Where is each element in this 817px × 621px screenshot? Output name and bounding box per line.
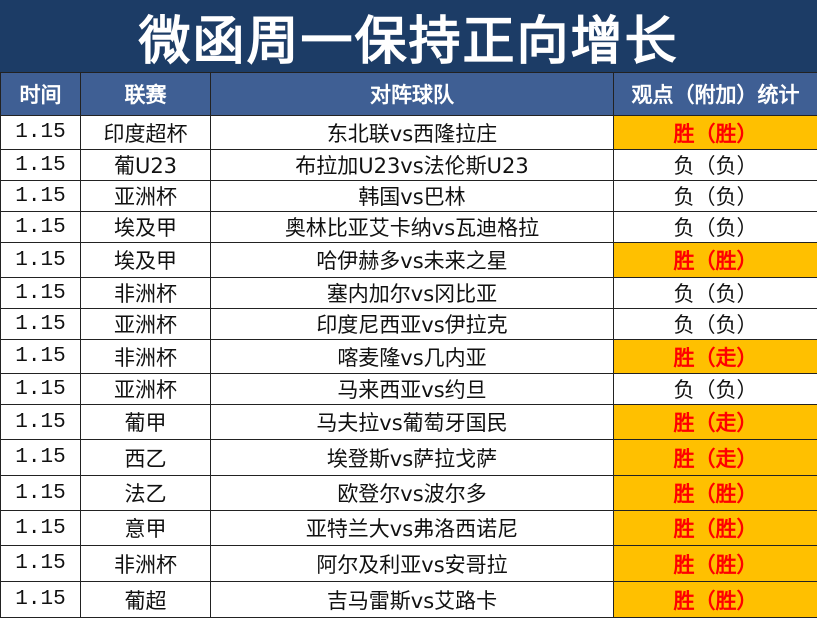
result-cell[interactable]: 负（负） bbox=[613, 211, 817, 243]
date-cell[interactable]: 1.15 bbox=[0, 149, 81, 181]
league-cell[interactable]: 亚洲杯 bbox=[80, 373, 211, 405]
table-row: 1.15 亚洲杯 印度尼西亚vs伊拉克 负（负） bbox=[0, 308, 817, 340]
date-cell[interactable]: 1.15 bbox=[0, 439, 81, 476]
date-cell[interactable]: 1.15 bbox=[0, 211, 81, 243]
date-cell[interactable]: 1.15 bbox=[0, 277, 81, 309]
result-cell[interactable]: 负（负） bbox=[613, 308, 817, 340]
match-cell[interactable]: 欧登尔vs波尔多 bbox=[210, 475, 614, 511]
match-cell[interactable]: 塞内加尔vs冈比亚 bbox=[210, 277, 614, 309]
date-cell[interactable]: 1.15 bbox=[0, 404, 81, 440]
league-cell[interactable]: 葡超 bbox=[80, 581, 211, 618]
match-cell[interactable]: 奥林比亚艾卡纳vs瓦迪格拉 bbox=[210, 211, 614, 243]
date-cell[interactable]: 1.15 bbox=[0, 373, 81, 405]
result-cell[interactable]: 胜（胜） bbox=[613, 510, 817, 546]
result-cell[interactable]: 胜（胜） bbox=[613, 475, 817, 511]
match-cell[interactable]: 阿尔及利亚vs安哥拉 bbox=[210, 545, 614, 582]
header-league[interactable]: 联赛 bbox=[80, 72, 211, 116]
table-row: 1.15 非洲杯 塞内加尔vs冈比亚 负（负） bbox=[0, 277, 817, 309]
result-cell[interactable]: 胜（胜） bbox=[613, 115, 817, 150]
match-cell[interactable]: 马来西亚vs约旦 bbox=[210, 373, 614, 405]
date-cell[interactable]: 1.15 bbox=[0, 581, 81, 618]
date-cell[interactable]: 1.15 bbox=[0, 475, 81, 511]
date-cell[interactable]: 1.15 bbox=[0, 339, 81, 374]
result-cell[interactable]: 胜（走） bbox=[613, 404, 817, 440]
league-cell[interactable]: 亚洲杯 bbox=[80, 180, 211, 212]
date-cell[interactable]: 1.15 bbox=[0, 545, 81, 582]
result-cell[interactable]: 胜（胜） bbox=[613, 545, 817, 582]
date-cell[interactable]: 1.15 bbox=[0, 308, 81, 340]
league-cell[interactable]: 法乙 bbox=[80, 475, 211, 511]
result-cell[interactable]: 胜（走） bbox=[613, 439, 817, 476]
league-cell[interactable]: 非洲杯 bbox=[80, 277, 211, 309]
date-cell[interactable]: 1.15 bbox=[0, 115, 81, 150]
league-cell[interactable]: 印度超杯 bbox=[80, 115, 211, 150]
table-row: 1.15 法乙 欧登尔vs波尔多 胜（胜） bbox=[0, 475, 817, 511]
header-row: 时间 联赛 对阵球队 观点（附加）统计 bbox=[0, 72, 817, 116]
match-cell[interactable]: 马夫拉vs葡萄牙国民 bbox=[210, 404, 614, 440]
table-row: 1.15 埃及甲 哈伊赫多vs未来之星 胜（胜） bbox=[0, 242, 817, 278]
league-cell[interactable]: 西乙 bbox=[80, 439, 211, 476]
result-cell[interactable]: 胜（走） bbox=[613, 339, 817, 374]
date-cell[interactable]: 1.15 bbox=[0, 242, 81, 278]
results-table: 时间 联赛 对阵球队 观点（附加）统计 1.15 印度超杯 东北联vs西隆拉庄 胜（胜… bbox=[0, 72, 817, 618]
league-cell[interactable]: 葡U23 bbox=[80, 149, 211, 181]
match-cell[interactable]: 东北联vs西隆拉庄 bbox=[210, 115, 614, 150]
result-cell[interactable]: 胜（胜） bbox=[613, 581, 817, 618]
match-cell[interactable]: 喀麦隆vs几内亚 bbox=[210, 339, 614, 374]
match-cell[interactable]: 哈伊赫多vs未来之星 bbox=[210, 242, 614, 278]
date-cell[interactable]: 1.15 bbox=[0, 510, 81, 546]
header-match[interactable]: 对阵球队 bbox=[210, 72, 614, 116]
table-row: 1.15 印度超杯 东北联vs西隆拉庄 胜（胜） bbox=[0, 115, 817, 150]
result-cell[interactable]: 负（负） bbox=[613, 180, 817, 212]
table-row: 1.15 葡超 吉马雷斯vs艾路卡 胜（胜） bbox=[0, 581, 817, 618]
league-cell[interactable]: 埃及甲 bbox=[80, 211, 211, 243]
table-row: 1.15 葡U23 布拉加U23vs法伦斯U23 负（负） bbox=[0, 149, 817, 181]
table-row: 1.15 亚洲杯 马来西亚vs约旦 负（负） bbox=[0, 373, 817, 405]
match-cell[interactable]: 吉马雷斯vs艾路卡 bbox=[210, 581, 614, 618]
league-cell[interactable]: 亚洲杯 bbox=[80, 308, 211, 340]
league-cell[interactable]: 非洲杯 bbox=[80, 545, 211, 582]
result-cell[interactable]: 负（负） bbox=[613, 277, 817, 309]
table-row: 1.15 非洲杯 阿尔及利亚vs安哥拉 胜（胜） bbox=[0, 545, 817, 582]
match-cell[interactable]: 韩国vs巴林 bbox=[210, 180, 614, 212]
match-cell[interactable]: 布拉加U23vs法伦斯U23 bbox=[210, 149, 614, 181]
table-row: 1.15 意甲 亚特兰大vs弗洛西诺尼 胜（胜） bbox=[0, 510, 817, 546]
table-row: 1.15 非洲杯 喀麦隆vs几内亚 胜（走） bbox=[0, 339, 817, 374]
table-row: 1.15 西乙 埃登斯vs萨拉戈萨 胜（走） bbox=[0, 439, 817, 476]
match-cell[interactable]: 亚特兰大vs弗洛西诺尼 bbox=[210, 510, 614, 546]
header-result[interactable]: 观点（附加）统计 bbox=[613, 72, 817, 116]
result-cell[interactable]: 负（负） bbox=[613, 149, 817, 181]
table-row: 1.15 亚洲杯 韩国vs巴林 负（负） bbox=[0, 180, 817, 212]
league-cell[interactable]: 非洲杯 bbox=[80, 339, 211, 374]
match-cell[interactable]: 埃登斯vs萨拉戈萨 bbox=[210, 439, 614, 476]
header-date[interactable]: 时间 bbox=[0, 72, 81, 116]
league-cell[interactable]: 意甲 bbox=[80, 510, 211, 546]
match-cell[interactable]: 印度尼西亚vs伊拉克 bbox=[210, 308, 614, 340]
date-cell[interactable]: 1.15 bbox=[0, 180, 81, 212]
table-row: 1.15 埃及甲 奥林比亚艾卡纳vs瓦迪格拉 负（负） bbox=[0, 211, 817, 243]
page-title: 微函周一保持正向增长 bbox=[0, 0, 817, 72]
result-cell[interactable]: 负（负） bbox=[613, 373, 817, 405]
league-cell[interactable]: 葡甲 bbox=[80, 404, 211, 440]
table-row: 1.15 葡甲 马夫拉vs葡萄牙国民 胜（走） bbox=[0, 404, 817, 440]
result-cell[interactable]: 胜（胜） bbox=[613, 242, 817, 278]
league-cell[interactable]: 埃及甲 bbox=[80, 242, 211, 278]
